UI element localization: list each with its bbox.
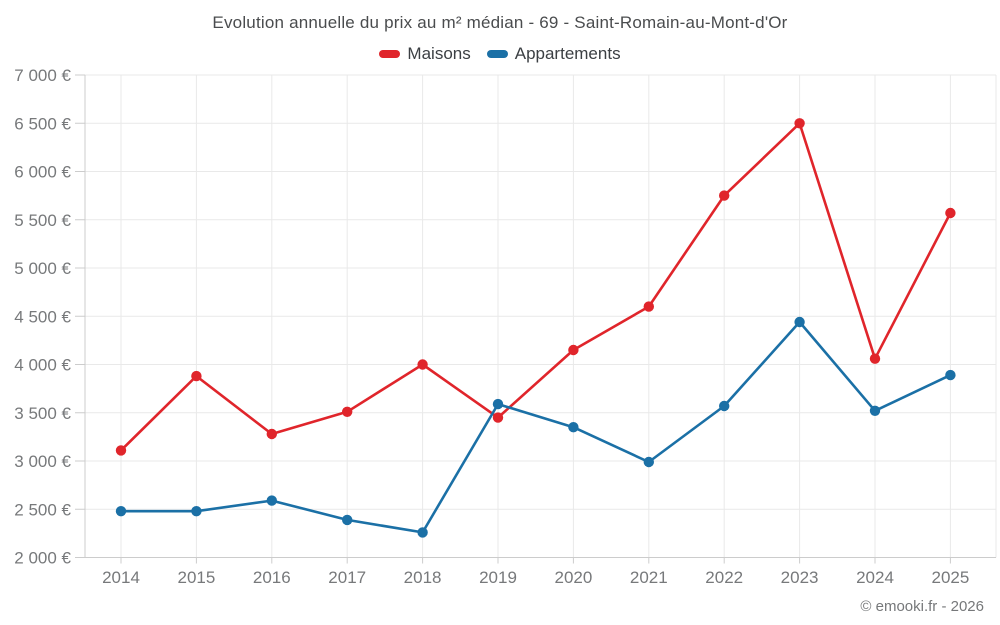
y-axis-label: 6 500 € [14,114,71,133]
x-axis-label: 2020 [554,568,592,587]
y-axis-label: 3 500 € [14,404,71,423]
data-point-appartements-2025[interactable] [945,369,956,381]
data-point-appartements-2018[interactable] [417,527,428,538]
x-axis-label: 2015 [177,568,215,587]
x-axis-label: 2022 [705,568,743,587]
data-point-maisons-2022[interactable] [719,190,730,201]
legend-swatch-maisons [379,50,401,58]
y-axis-label: 5 000 € [14,259,71,278]
data-point-appartements-2016[interactable] [266,495,277,506]
data-point-appartements-2020[interactable] [568,422,579,433]
data-point-maisons-2024[interactable] [869,353,881,364]
x-axis-label: 2014 [102,568,140,587]
data-point-appartements-2023[interactable] [794,316,805,328]
series-line-maisons [119,122,952,452]
y-axis-label: 2 500 € [14,500,71,519]
data-point-maisons-2019[interactable] [492,412,504,423]
x-axis-label: 2023 [781,568,819,587]
x-axis-label: 2016 [253,568,291,587]
x-axis-label: 2018 [404,568,442,587]
data-point-appartements-2024[interactable] [869,405,881,416]
y-axis-label: 3 000 € [14,452,71,471]
x-axis-label: 2021 [630,568,668,587]
data-point-appartements-2017[interactable] [342,514,353,526]
y-axis-label: 4 500 € [14,307,71,326]
y-axis-label: 7 000 € [14,66,71,85]
data-point-maisons-2020[interactable] [568,344,579,356]
y-axis-label: 6 000 € [14,163,71,182]
data-point-maisons-2018[interactable] [417,359,428,370]
data-point-maisons-2016[interactable] [266,428,277,440]
legend-item-appartements[interactable]: Appartements [486,44,621,64]
x-axis-label: 2024 [856,568,894,587]
data-point-appartements-2019[interactable] [492,398,504,410]
data-point-maisons-2023[interactable] [794,118,805,129]
data-point-maisons-2025[interactable] [945,207,956,219]
data-point-appartements-2021[interactable] [643,456,654,468]
y-axis-label: 5 500 € [14,211,71,230]
y-axis-label: 2 000 € [14,549,71,568]
copyright-credit: © emooki.fr - 2026 [860,598,984,615]
data-point-maisons-2015[interactable] [191,370,202,382]
legend-label: Appartements [514,44,621,63]
data-point-appartements-2015[interactable] [191,506,202,517]
series-line-appartements [119,320,952,534]
legend-label: Maisons [407,44,471,63]
chart-title: Evolution annuelle du prix au m² médian … [212,13,788,32]
y-axis-label: 4 000 € [14,356,71,375]
data-point-maisons-2021[interactable] [643,301,654,312]
x-axis-label: 2025 [931,568,969,587]
legend-item-maisons[interactable]: Maisons [379,44,471,64]
legend-swatch-appartements [486,50,508,58]
data-point-maisons-2017[interactable] [342,406,353,417]
data-point-maisons-2014[interactable] [115,445,127,456]
x-axis-label: 2019 [479,568,517,587]
data-point-appartements-2014[interactable] [115,506,127,517]
x-axis-label: 2017 [328,568,366,587]
chart-legend: Maisons Appartements [0,44,1000,64]
data-point-appartements-2022[interactable] [719,400,730,412]
